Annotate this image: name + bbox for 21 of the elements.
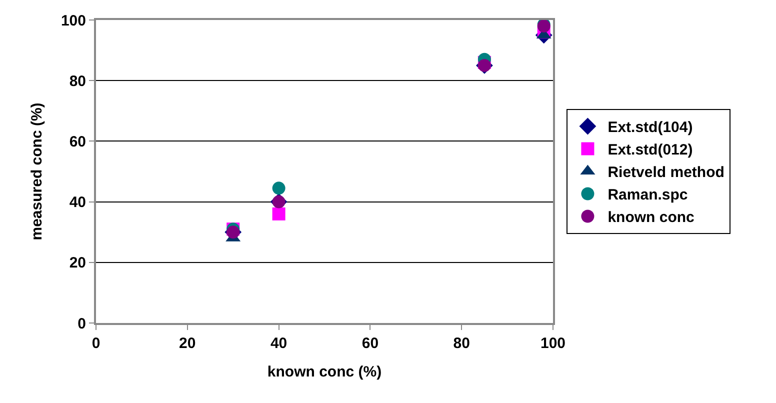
legend-label: Ext.std(012)	[608, 142, 693, 159]
y-tick-label: 60	[69, 133, 86, 150]
legend-label: Raman.spc	[608, 186, 688, 204]
y-tick-label: 100	[60, 12, 86, 30]
x-tick-label: 40	[270, 335, 288, 352]
point	[272, 207, 286, 220]
legend-label: Rietveld method	[608, 164, 724, 182]
x-axis-title: known conc (%)	[267, 364, 382, 380]
y-tick-label: 80	[69, 72, 86, 90]
legend-label: Ext.std(104)	[608, 119, 693, 136]
y-tick-label: 20	[69, 254, 86, 272]
y-tick-label: 0	[78, 315, 86, 332]
y-axis-title: measured conc (%)	[28, 102, 46, 240]
y-tick-label: 40	[69, 194, 86, 212]
legend-label: known conc	[608, 209, 694, 226]
x-tick-label: 0	[92, 335, 100, 352]
x-tick-label: 60	[362, 335, 379, 352]
x-tick-label: 100	[540, 335, 566, 352]
x-tick-label: 80	[453, 335, 470, 352]
point	[272, 182, 286, 195]
x-tick-label: 20	[179, 335, 196, 352]
